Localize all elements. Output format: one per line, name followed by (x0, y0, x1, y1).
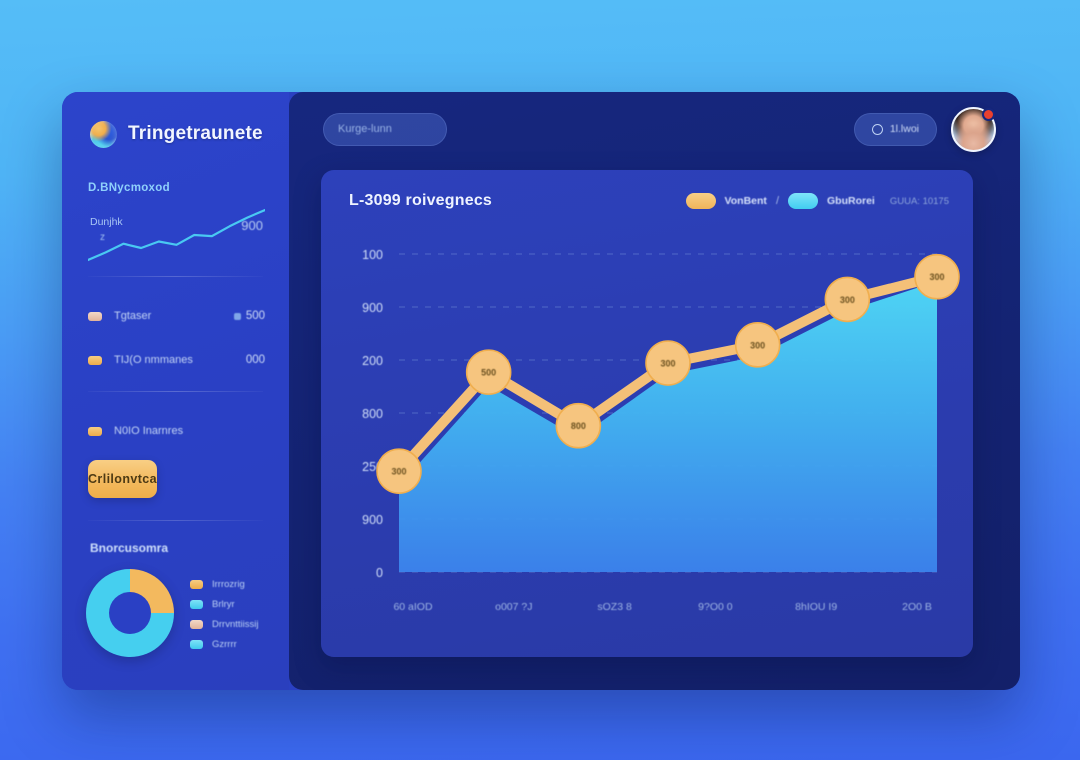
chart-data-point[interactable] (734, 322, 781, 368)
legend-label: Irrrozrig (212, 578, 245, 590)
main-panel: Kurge-lunn 1l.lwoi L-3099 roivegnecs (289, 92, 1020, 690)
legend-label: Brlryr (212, 598, 235, 610)
chart-header: L-3099 roivegnecs VonBent / GbuRorei GUU… (321, 170, 973, 210)
search-placeholder: Kurge-lunn (338, 123, 392, 135)
swatch-icon (88, 311, 102, 321)
legend-label: Drrvnttiissij (212, 618, 259, 630)
stat-value: 500 (233, 310, 265, 322)
globe-logo-icon (90, 120, 117, 148)
chart-data-markers: 300 500 800 300 300 300 300 (376, 253, 960, 494)
chart-y-tick: 200 (362, 354, 383, 368)
chart-y-tick: 800 (362, 407, 383, 421)
legend-label: GbuRorei (827, 195, 875, 207)
donut-legend: Irrrozrig Brlryr Drrvnttiissij Gzrrrr (190, 577, 258, 650)
chart-x-tick: o007 ?J (495, 601, 532, 613)
donut-chart[interactable] (86, 569, 174, 657)
chart-data-point-label: 800 (571, 421, 586, 431)
chart-x-tick: sOZ3 8 (597, 601, 632, 613)
notification-dot-icon (982, 107, 995, 121)
swatch-icon (190, 619, 203, 629)
chart-area-series (399, 281, 937, 572)
sparkline-title: D.BNycmoxod (88, 182, 170, 194)
legend-separator: / (775, 195, 779, 207)
chart-x-tick: 2O0 B (902, 601, 932, 613)
chart-plot-area[interactable]: 100 900 200 800 250 900 0 60 aIOD o007 ?J sOZ3 8… (321, 226, 973, 657)
topbar-actions: 1l.lwoi (853, 106, 996, 152)
sparkline-sub-label-2: z (100, 232, 105, 243)
chart-data-point-label: 300 (391, 467, 406, 477)
chart-y-tick: 900 (362, 513, 383, 527)
legend-item[interactable]: Drrvnttiissij (190, 619, 258, 630)
list-item[interactable]: N0IO Inarnres (88, 414, 265, 448)
brand-name: Tringetraunete (128, 123, 263, 144)
sidebar-divider-3 (88, 520, 263, 521)
chart-card: L-3099 roivegnecs VonBent / GbuRorei GUU… (321, 170, 973, 657)
cta-button[interactable]: Crlilonvtca (88, 460, 157, 498)
chart-y-tick: 100 (362, 248, 383, 262)
sidebar-sparkline-card: D.BNycmoxod Dunjhk z 900 (88, 182, 265, 268)
chart-data-point[interactable] (645, 340, 691, 386)
chart-data-point-label: 300 (750, 340, 765, 350)
sidebar-divider-1 (88, 276, 263, 277)
chart-title: L-3099 roivegnecs (349, 192, 493, 209)
chart-data-point[interactable] (555, 402, 602, 449)
chart-data-point-label: 300 (929, 272, 944, 282)
stat-value: 000 (245, 354, 265, 366)
topbar: Kurge-lunn 1l.lwoi (289, 92, 1020, 166)
avatar[interactable] (951, 106, 996, 152)
legend-label: VonBent (724, 195, 767, 207)
chart-data-point[interactable] (914, 253, 960, 300)
legend-item[interactable]: Irrrozrig (190, 579, 258, 590)
chart-x-tick: 9?O0 0 (698, 601, 733, 613)
chart-data-point-label: 300 (660, 359, 675, 369)
legend-meta: GUUA: 10175 (889, 195, 949, 207)
donut-section-title: Bnorcusomra (90, 541, 169, 555)
chart-x-axis-labels: 60 aIOD o007 ?J sOZ3 8 9?O0 0 8hIOU I9 2O0 B (393, 601, 931, 613)
swatch-icon (190, 639, 203, 649)
legend-swatch-cyan[interactable] (788, 193, 818, 209)
legend-label: Gzrrrr (212, 638, 237, 650)
app-window: Tringetraunete D.BNycmoxod Dunjhk z 900 … (62, 92, 1020, 690)
sparkline-value: 900 (241, 218, 263, 233)
sidebar: Tringetraunete D.BNycmoxod Dunjhk z 900 … (62, 92, 289, 690)
legend-swatch-orange[interactable] (685, 193, 716, 209)
stat-label: TIJ(O nmmanes (114, 354, 193, 366)
chart-data-point[interactable] (824, 276, 871, 323)
list-item[interactable]: Tgtaser 500 (88, 299, 265, 333)
swatch-icon (190, 579, 203, 589)
legend-item[interactable]: Gzrrrr (190, 639, 258, 650)
donut-chart-section: Irrrozrig Brlryr Drrvnttiissij Gzrrrr (86, 569, 289, 657)
swatch-icon (88, 355, 102, 365)
stat-label: Tgtaser (114, 310, 152, 322)
search-input[interactable]: Kurge-lunn (323, 112, 447, 146)
sparkline-sub-label: Dunjhk (90, 216, 123, 228)
chart-data-point[interactable] (376, 448, 422, 494)
bullet-icon (233, 312, 241, 320)
chart-y-tick: 0 (376, 566, 383, 580)
stat-label: N0IO Inarnres (114, 425, 184, 437)
stat-number: 500 (245, 310, 265, 322)
chart-data-point[interactable] (465, 349, 512, 395)
brand[interactable]: Tringetraunete (62, 114, 289, 154)
sidebar-divider-2 (88, 391, 263, 392)
sparkline-chart (88, 208, 265, 262)
chart-legend: VonBent / GbuRorei GUUA: 10175 (685, 193, 949, 209)
swatch-icon (190, 599, 203, 609)
list-item[interactable]: TIJ(O nmmanes 000 (88, 343, 265, 377)
chart-data-point-label: 300 (840, 295, 855, 305)
topbar-action-label: 1l.lwoi (889, 123, 919, 135)
chart-x-tick: 8hIOU I9 (795, 601, 837, 613)
legend-item[interactable]: Brlryr (190, 599, 258, 610)
topbar-action-button[interactable]: 1l.lwoi (853, 112, 937, 146)
swatch-icon (88, 426, 102, 436)
chart-y-tick: 900 (362, 301, 383, 315)
chart-data-point-label: 500 (481, 368, 496, 378)
chart-x-tick: 60 aIOD (393, 601, 433, 613)
circle-icon (871, 123, 883, 135)
